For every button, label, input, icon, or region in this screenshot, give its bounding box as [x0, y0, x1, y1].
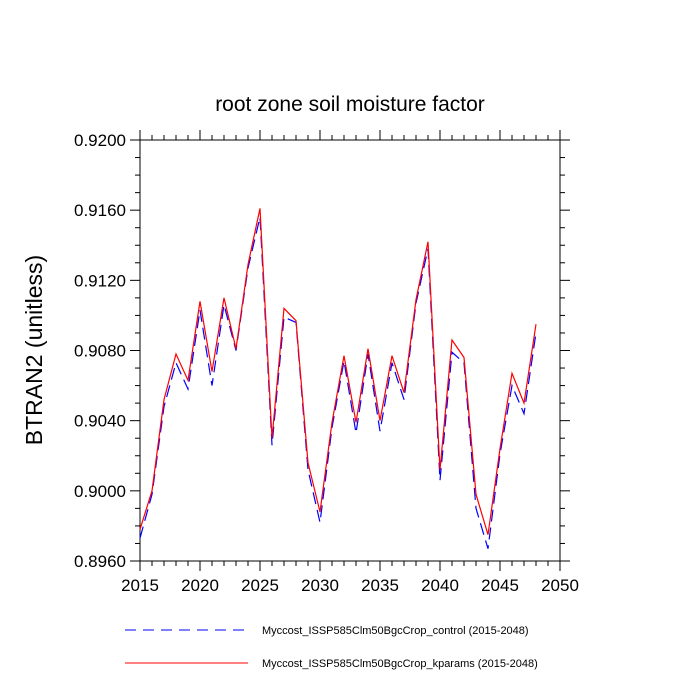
x-tick-label: 2045 — [481, 576, 519, 595]
y-tick-label: 0.9160 — [74, 201, 126, 220]
x-tick-label: 2020 — [181, 576, 219, 595]
y-tick-label: 0.9080 — [74, 342, 126, 361]
series-line-control — [139, 217, 537, 549]
y-axis-label: BTRAN2 (unitless) — [21, 255, 47, 445]
legend-label: Myccost_ISSP585Clm50BgcCrop_kparams (201… — [262, 658, 538, 670]
y-tick-label: 0.8960 — [74, 552, 126, 571]
legend-label: Myccost_ISSP585Clm50BgcCrop_control (201… — [262, 625, 529, 637]
plot-frame — [139, 139, 561, 562]
y-tick-label: 0.9000 — [74, 482, 126, 501]
chart-title: root zone soil moisture factor — [215, 93, 485, 116]
y-tick-label: 0.9120 — [74, 271, 126, 290]
x-tick-label: 2040 — [421, 576, 459, 595]
x-tick-label: 2035 — [361, 576, 399, 595]
x-tick-label: 2050 — [541, 576, 579, 595]
y-tick-label: 0.9200 — [74, 131, 126, 150]
x-tick-label: 2025 — [241, 576, 279, 595]
x-tick-label: 2015 — [121, 576, 159, 595]
y-tick-label: 0.9040 — [74, 412, 126, 431]
x-tick-label: 2030 — [301, 576, 339, 595]
series-line-kparams — [139, 208, 537, 535]
